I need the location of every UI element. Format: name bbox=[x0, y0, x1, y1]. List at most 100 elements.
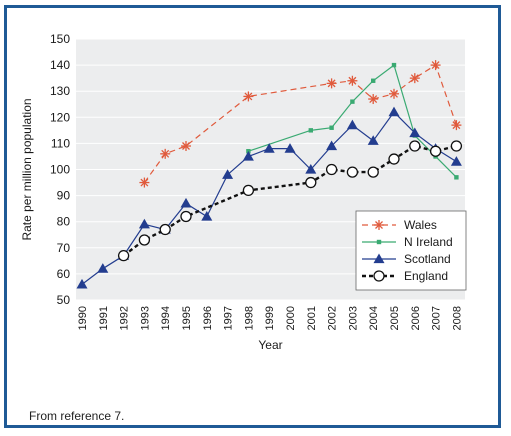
data-point-circle bbox=[409, 140, 421, 152]
x-axis-ticks: 1990 1991 1992 1993 1994 1995 1996 1997 1998 1999… bbox=[77, 306, 463, 330]
data-point-triangle bbox=[450, 156, 462, 166]
data-point-triangle bbox=[222, 169, 234, 179]
data-point-asterisk bbox=[409, 73, 420, 84]
x-tick-label: 2004 bbox=[368, 306, 380, 330]
x-tick-label: 1996 bbox=[202, 306, 214, 330]
gridlines bbox=[76, 38, 465, 301]
data-point-square bbox=[371, 78, 376, 83]
x-tick-label: 1998 bbox=[243, 306, 255, 330]
data-point-triangle bbox=[263, 143, 275, 153]
data-point-asterisk bbox=[347, 75, 358, 86]
legend-entry: England bbox=[362, 269, 448, 283]
y-tick-label: 100 bbox=[50, 163, 70, 177]
data-point-triangle bbox=[138, 218, 150, 229]
data-point-asterisk bbox=[243, 91, 254, 102]
x-tick-label: 2007 bbox=[431, 306, 443, 330]
data-point-square bbox=[376, 239, 382, 245]
data-point-circle bbox=[138, 234, 151, 246]
y-axis-ticks: 50 60 70 80 90 100 110 120 130 140 150 bbox=[50, 32, 70, 307]
y-tick-label: 70 bbox=[57, 241, 71, 255]
data-point-circle bbox=[305, 176, 317, 189]
y-tick-label: 130 bbox=[50, 84, 70, 98]
data-point-asterisk bbox=[451, 120, 462, 131]
y-tick-label: 50 bbox=[57, 293, 71, 307]
data-point-circle bbox=[450, 140, 463, 152]
data-point-circle bbox=[180, 210, 192, 223]
data-point-triangle bbox=[367, 135, 379, 145]
data-point-asterisk bbox=[368, 94, 379, 105]
y-axis-label: Rate per million population bbox=[20, 98, 34, 240]
data-point-circle bbox=[242, 184, 255, 197]
y-tick-label: 120 bbox=[50, 110, 70, 124]
legend-entry: Scotland bbox=[362, 252, 451, 266]
figure-caption: From reference 7. bbox=[29, 409, 125, 423]
series-wales bbox=[139, 60, 462, 188]
data-point-triangle bbox=[388, 106, 400, 117]
data-point-circle bbox=[117, 249, 130, 262]
data-point-triangle bbox=[409, 127, 421, 138]
y-tick-label: 90 bbox=[57, 189, 71, 203]
legend: Wales N Ireland Scotland England bbox=[355, 210, 467, 291]
y-tick-label: 60 bbox=[57, 267, 71, 281]
data-point-square bbox=[454, 175, 459, 180]
x-tick-label: 2006 bbox=[410, 306, 422, 330]
series-england bbox=[117, 140, 463, 262]
data-point-circle bbox=[367, 166, 379, 178]
data-point-asterisk bbox=[160, 148, 171, 159]
data-point-asterisk bbox=[326, 78, 337, 89]
data-point-circle bbox=[346, 166, 359, 178]
x-tick-label: 1999 bbox=[264, 306, 276, 330]
legend-label: England bbox=[404, 269, 448, 283]
legend-entry: N Ireland bbox=[362, 235, 453, 249]
x-tick-label: 2000 bbox=[285, 306, 297, 330]
data-point-asterisk bbox=[389, 88, 399, 99]
x-tick-label: 2008 bbox=[451, 306, 463, 330]
data-point-square bbox=[391, 62, 397, 68]
data-point-square bbox=[308, 128, 313, 133]
data-point-triangle bbox=[305, 164, 317, 174]
data-point-triangle bbox=[326, 140, 338, 151]
x-tick-label: 1997 bbox=[223, 306, 235, 330]
x-tick-label: 1992 bbox=[119, 306, 131, 330]
data-point-asterisk bbox=[430, 60, 441, 71]
y-tick-label: 150 bbox=[50, 32, 70, 46]
figure-frame: 50 60 70 80 90 100 110 120 130 140 150 1990 1991 199… bbox=[4, 5, 501, 428]
legend-label: Scotland bbox=[404, 252, 451, 266]
data-point-circle bbox=[159, 223, 171, 236]
data-point-triangle bbox=[76, 278, 88, 289]
data-point-triangle bbox=[373, 253, 385, 264]
data-point-triangle bbox=[97, 263, 109, 273]
x-tick-label: 1991 bbox=[98, 306, 110, 330]
data-point-triangle bbox=[284, 143, 296, 153]
x-tick-label: 1995 bbox=[181, 306, 193, 330]
data-point-asterisk bbox=[139, 177, 150, 188]
data-point-triangle bbox=[346, 119, 358, 130]
legend-label: Wales bbox=[404, 218, 437, 232]
legend-label: N Ireland bbox=[404, 235, 453, 249]
data-point-triangle bbox=[201, 210, 213, 221]
legend-entry: Wales bbox=[362, 218, 437, 232]
data-point-square bbox=[329, 125, 334, 130]
x-tick-label: 1993 bbox=[139, 306, 151, 330]
y-tick-label: 110 bbox=[51, 136, 70, 150]
y-tick-label: 80 bbox=[57, 215, 71, 229]
x-tick-label: 1990 bbox=[77, 306, 89, 330]
series-layer bbox=[76, 60, 463, 289]
x-tick-label: 2003 bbox=[347, 306, 359, 330]
y-tick-label: 140 bbox=[50, 58, 70, 72]
x-axis-label: Year bbox=[258, 338, 282, 352]
data-point-circle bbox=[388, 153, 400, 165]
x-tick-label: 1994 bbox=[160, 306, 172, 330]
data-point-circle bbox=[325, 163, 338, 176]
data-point-asterisk bbox=[181, 141, 191, 152]
data-point-triangle bbox=[180, 197, 192, 208]
data-point-square bbox=[350, 99, 355, 104]
data-point-circle bbox=[373, 270, 385, 282]
x-tick-label: 2002 bbox=[327, 306, 339, 330]
x-tick-label: 2001 bbox=[306, 306, 318, 330]
data-point-circle bbox=[429, 145, 442, 157]
data-point-asterisk bbox=[374, 220, 384, 230]
x-tick-label: 2005 bbox=[389, 306, 401, 330]
data-point-triangle bbox=[242, 150, 254, 161]
